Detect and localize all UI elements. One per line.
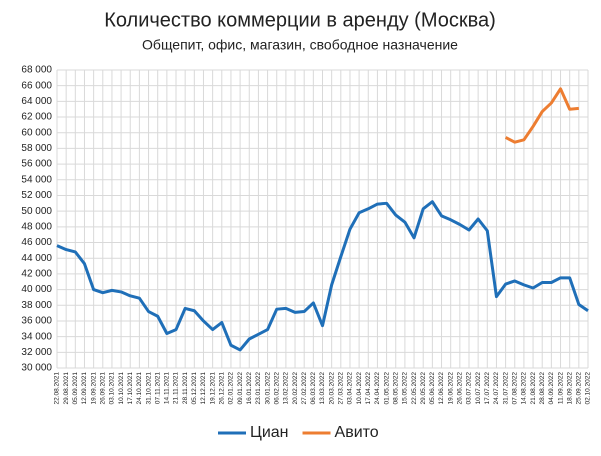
chart-title: Количество коммерции в аренду (Москва)	[104, 9, 496, 31]
x-tick-label: 02.10.2022	[585, 372, 592, 405]
x-tick-label: 06.03.2022	[310, 372, 317, 405]
x-tick-label: 09.01.2022	[237, 372, 244, 405]
x-tick-label: 12.12.2021	[200, 372, 207, 405]
x-tick-label: 21.11.2021	[173, 372, 180, 404]
x-tick-label: 10.10.2021	[118, 372, 125, 405]
x-tick-label: 14.11.2021	[164, 372, 171, 404]
x-tick-label: 01.05.2022	[383, 372, 390, 405]
x-tick-label: 29.05.2022	[420, 372, 427, 405]
x-tick-label: 20.02.2022	[292, 372, 299, 405]
chart-subtitle: Общепит, офис, магазин, свободное назнач…	[142, 37, 458, 53]
legend-label: Циан	[250, 424, 289, 441]
x-tick-label: 13.03.2022	[319, 372, 326, 405]
x-tick-label: 06.02.2022	[273, 372, 280, 405]
x-tick-label: 15.05.2022	[402, 372, 409, 405]
x-tick-label: 04.09.2022	[548, 372, 555, 405]
x-tick-label: 26.09.2021	[99, 372, 106, 405]
x-tick-label: 11.09.2022	[557, 372, 564, 404]
y-tick-label: 38 000	[21, 300, 52, 311]
y-tick-label: 54 000	[21, 174, 52, 185]
x-tick-label: 28.08.2022	[539, 372, 546, 405]
y-tick-label: 30 000	[21, 363, 52, 374]
x-tick-label: 26.12.2021	[219, 372, 226, 405]
x-tick-label: 05.06.2022	[429, 372, 436, 405]
x-tick-label: 28.11.2021	[182, 372, 189, 404]
y-tick-label: 42 000	[21, 269, 52, 280]
x-tick-label: 25.09.2022	[576, 372, 583, 405]
y-tick-label: 50 000	[21, 206, 52, 217]
x-tick-label: 23.01.2022	[255, 372, 262, 405]
x-tick-label: 03.10.2021	[109, 372, 116, 405]
y-tick-label: 52 000	[21, 190, 52, 201]
x-tick-label: 12.06.2022	[438, 372, 445, 405]
x-tick-label: 17.07.2022	[484, 372, 491, 405]
x-tick-label: 27.03.2022	[338, 372, 345, 405]
x-tick-label: 21.08.2022	[530, 372, 537, 405]
x-tick-label: 16.01.2022	[246, 372, 253, 405]
x-tick-label: 24.10.2021	[136, 372, 143, 405]
line-series	[504, 87, 579, 144]
x-tick-label: 30.01.2022	[264, 372, 271, 405]
x-tick-label: 26.06.2022	[457, 372, 464, 405]
x-tick-label: 10.07.2022	[475, 372, 482, 405]
y-tick-label: 40 000	[21, 284, 52, 295]
x-tick-label: 18.09.2022	[566, 372, 573, 405]
y-tick-label: 32 000	[21, 347, 52, 358]
x-tick-label: 13.02.2022	[283, 372, 290, 405]
x-tick-label: 07.11.2021	[154, 372, 161, 404]
x-tick-label: 19.09.2021	[90, 372, 97, 405]
y-tick-label: 34 000	[21, 331, 52, 342]
legend-label: Авито	[335, 424, 379, 441]
x-tick-label: 24.04.2022	[374, 372, 381, 405]
x-tick-label: 29.08.2021	[63, 372, 70, 405]
y-tick-label: 64 000	[21, 96, 52, 107]
x-tick-label: 17.04.2022	[365, 372, 372, 405]
x-tick-label: 17.10.2021	[127, 372, 134, 405]
x-tick-label: 20.03.2022	[328, 372, 335, 405]
x-tick-label: 12.09.2021	[81, 372, 88, 405]
x-tick-label: 27.02.2022	[301, 372, 308, 405]
x-tick-label: 03.07.2022	[466, 372, 473, 405]
y-tick-label: 48 000	[21, 221, 52, 232]
x-tick-label: 02.01.2022	[228, 372, 235, 405]
x-tick-label: 19.12.2021	[209, 372, 216, 405]
x-tick-label: 22.05.2022	[411, 372, 418, 405]
x-tick-label: 14.08.2022	[521, 372, 528, 405]
y-tick-label: 58 000	[21, 143, 52, 154]
x-tick-label: 07.08.2022	[511, 372, 518, 405]
x-tick-label: 31.07.2022	[502, 372, 509, 405]
y-tick-label: 68 000	[21, 65, 52, 76]
x-tick-label: 05.09.2021	[72, 372, 79, 405]
y-tick-label: 46 000	[21, 237, 52, 248]
y-tick-label: 36 000	[21, 316, 52, 327]
x-tick-label: 05.12.2021	[191, 372, 198, 405]
x-tick-label: 10.04.2022	[356, 372, 363, 405]
y-tick-label: 44 000	[21, 253, 52, 264]
x-tick-label: 22.08.2021	[54, 372, 61, 405]
line-series	[56, 200, 589, 352]
x-tick-label: 24.07.2022	[493, 372, 500, 405]
y-tick-label: 60 000	[21, 127, 52, 138]
y-tick-label: 56 000	[21, 159, 52, 170]
x-tick-label: 31.10.2021	[145, 372, 152, 405]
x-tick-label: 08.05.2022	[392, 372, 399, 405]
x-tick-label: 19.06.2022	[447, 372, 454, 405]
y-tick-label: 66 000	[21, 80, 52, 91]
x-tick-label: 03.04.2022	[347, 372, 354, 405]
y-tick-label: 62 000	[21, 112, 52, 123]
